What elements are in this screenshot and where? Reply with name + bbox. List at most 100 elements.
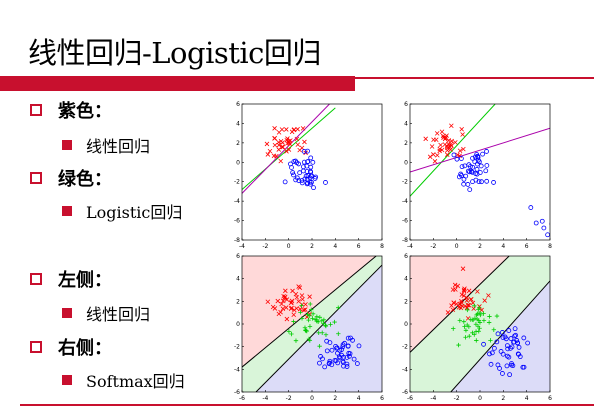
data-point [461,319,467,324]
data-point [474,338,479,343]
bullet-text: 线性回归 [86,305,151,324]
data-point [465,302,471,308]
data-point [301,164,306,170]
data-point [445,145,450,151]
data-point [465,307,470,313]
bullet-text: 绿色： [58,169,112,190]
data-point [278,309,283,315]
data-point [452,282,458,288]
scatter-plot: -6 -4 -2 0 2 4 6 6 4 2 0 -2 -4 -6 [234,253,384,402]
y-tick-label: 6 [236,253,240,260]
data-point [323,323,329,329]
plot-top-right: -4 -2 0 2 4 6 8 6 4 2 0 -2 -4 -6 -8 [400,100,556,252]
hollow-square-icon [30,104,42,116]
data-point [479,179,484,185]
data-point [326,360,332,366]
data-point [282,179,288,185]
data-point [437,148,442,154]
data-point [288,306,294,311]
data-point [291,172,296,178]
data-point [468,164,473,169]
data-point [451,152,457,158]
data-point [276,130,282,135]
y-tick-label: -8 [402,237,408,244]
data-point [471,306,476,311]
plot-area [242,104,336,194]
filled-square-icon [62,308,72,318]
data-point [297,170,303,176]
data-point [318,354,323,359]
data-point [308,181,313,187]
data-point [459,164,465,170]
data-point [508,345,513,351]
plot-area [242,256,382,392]
data-point [462,324,467,329]
sub-bullet-logistic: Logistic回归 [62,199,182,223]
data-point [317,360,322,366]
data-point [461,146,466,152]
data-point [335,350,340,356]
data-point [299,303,304,308]
decision-region [242,256,382,392]
data-point [276,147,282,152]
data-point [286,329,292,334]
plot-area [410,104,550,238]
data-point [323,322,328,328]
data-point [506,328,512,333]
scatter-plot: -4 -2 0 2 4 6 8 6 4 2 0 -2 -4 -6 -8 [234,101,384,250]
x-tick-label: 4 [333,243,337,250]
data-point [276,142,282,148]
data-point [429,144,435,149]
y-tick-label: -4 [402,366,408,373]
data-point [459,173,464,178]
data-point [515,340,521,346]
x-tick-label: 0 [478,395,482,402]
x-tick-label: 6 [548,395,552,402]
data-point [539,218,545,224]
data-point [300,296,305,302]
x-tick-label: -4 [407,243,413,250]
data-point [286,140,292,146]
x-tick-label: -6 [407,395,413,402]
data-point [451,326,456,331]
y-tick-label: 4 [236,276,240,283]
data-point [442,136,448,142]
data-point [449,123,454,129]
data-point [301,149,307,154]
data-point [289,331,294,337]
y-tick-label: 4 [236,120,240,127]
bullet-text: 线性回归 [86,137,151,156]
data-point [345,335,351,341]
data-point [450,307,456,313]
data-point [459,298,464,304]
y-tick-label: -6 [234,218,240,225]
x-tick-label: -4 [262,395,268,402]
data-point [324,338,330,344]
slide-title: 线性回归-Logistic回归 [28,36,321,70]
hollow-square-icon [30,273,42,285]
data-point [450,287,456,292]
data-point [272,135,277,141]
data-point [483,168,489,174]
data-point [487,314,492,319]
data-point [306,317,311,323]
data-point [528,205,534,210]
y-tick-label: 0 [236,321,240,328]
data-point [469,297,474,302]
data-point [283,127,289,132]
data-point [466,288,472,294]
data-point [342,340,347,346]
x-tick-label: -2 [262,243,268,250]
x-tick-label: -2 [286,395,292,402]
data-point [328,322,333,327]
data-point [293,338,299,343]
data-point [302,139,307,145]
data-point [307,338,313,343]
bullet-text: 紫色： [58,101,112,122]
data-point [458,156,464,161]
data-point [445,310,451,315]
data-point [322,364,328,370]
data-point [464,295,470,301]
data-point [478,163,484,169]
data-point [345,343,351,349]
